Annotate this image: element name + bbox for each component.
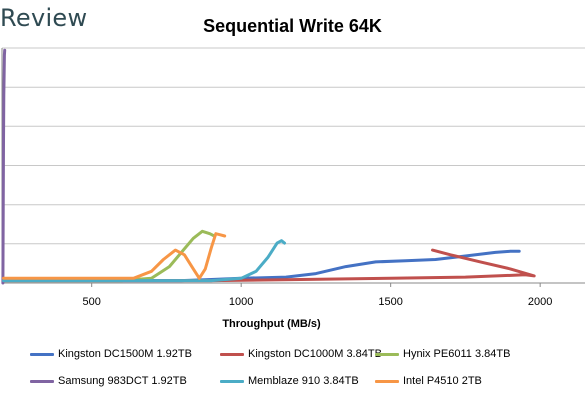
series-line-3 bbox=[1, 48, 7, 285]
legend-swatch-0 bbox=[30, 352, 54, 356]
legend-label-2: Hynix PE6011 3.84TB bbox=[403, 348, 511, 360]
series-line-2 bbox=[2, 229, 216, 283]
legend-item-4: Memblaze 910 3.84TB bbox=[220, 375, 359, 387]
x-tick-label-1000: 1000 bbox=[229, 296, 253, 308]
x-tick-label-1500: 1500 bbox=[378, 296, 402, 308]
legend-label-3: Samsung 983DCT 1.92TB bbox=[58, 375, 187, 387]
legend-swatch-1 bbox=[220, 352, 244, 356]
legend-label-5: Intel P4510 2TB bbox=[403, 375, 482, 387]
legend-item-1: Kingston DC1000M 3.84TB bbox=[220, 348, 382, 360]
legend-swatch-4 bbox=[220, 379, 244, 383]
legend-item-3: Samsung 983DCT 1.92TB bbox=[30, 375, 187, 387]
chart-title: Sequential Write 64K bbox=[203, 16, 382, 36]
legend-swatch-3 bbox=[30, 379, 54, 383]
brand-logo-text: Review bbox=[0, 4, 88, 32]
x-tick-label-500: 500 bbox=[83, 296, 101, 308]
x-axis-label: Throughput (MB/s) bbox=[222, 318, 321, 330]
series-line-5 bbox=[2, 232, 227, 280]
legend-item-2: Hynix PE6011 3.84TB bbox=[375, 348, 510, 360]
legend-label-0: Kingston DC1500M 1.92TB bbox=[58, 348, 192, 360]
x-tick-labels: 500 1000 1500 2000 bbox=[83, 283, 552, 308]
legend-label-1: Kingston DC1000M 3.84TB bbox=[248, 348, 382, 360]
series-layer bbox=[1, 48, 536, 285]
grid-lines bbox=[2, 47, 585, 284]
series-line-4 bbox=[2, 239, 286, 283]
legend-swatch-5 bbox=[375, 379, 399, 383]
legend-label-4: Memblaze 910 3.84TB bbox=[248, 375, 359, 387]
legend-item-5: Intel P4510 2TB bbox=[375, 375, 482, 387]
x-tick-label-2000: 2000 bbox=[528, 296, 552, 308]
legend-swatch-2 bbox=[375, 352, 399, 356]
legend-item-0: Kingston DC1500M 1.92TB bbox=[30, 348, 192, 360]
